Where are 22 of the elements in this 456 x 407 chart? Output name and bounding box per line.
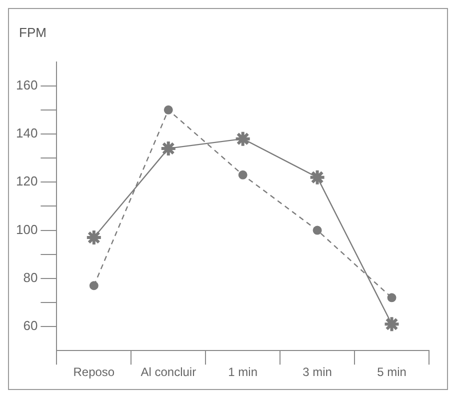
point (238, 170, 248, 180)
point (89, 281, 98, 290)
x-tick-label: 3 min (302, 365, 332, 380)
point (85, 228, 102, 246)
y-tick-label: 100 (16, 222, 38, 237)
point (308, 168, 326, 186)
point (234, 130, 252, 148)
point (164, 105, 173, 114)
y-tick-label: 120 (16, 174, 38, 189)
x-tick-label: 1 min (228, 365, 258, 380)
y-axis-title: FPM (19, 25, 46, 40)
x-tick-label: Reposo (73, 365, 115, 380)
point (383, 316, 400, 333)
point (312, 226, 322, 235)
x-tick-label: 5 min (377, 365, 406, 380)
y-tick-label: 160 (16, 77, 38, 92)
point (160, 140, 177, 157)
y-tick-label: 60 (23, 318, 38, 334)
point (387, 293, 396, 302)
x-tick-label: Al concluir (140, 365, 196, 380)
y-tick-label: 140 (16, 126, 38, 141)
y-tick-label: 80 (23, 270, 38, 285)
